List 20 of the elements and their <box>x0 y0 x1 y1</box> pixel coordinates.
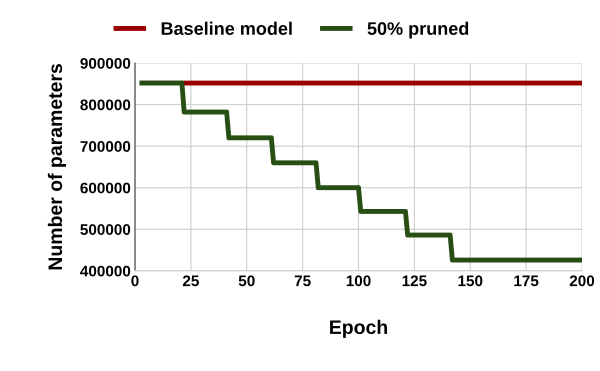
x-tick-label: 125 <box>402 275 427 286</box>
legend-label: 50% pruned <box>368 22 468 39</box>
y-axis-title: Number of parameters <box>48 64 66 270</box>
y-tick-label: 600000 <box>80 182 130 194</box>
line-series <box>137 80 582 262</box>
x-tick-label: 175 <box>514 276 538 286</box>
x-tick-label: 0 <box>131 275 139 286</box>
x-tick-label: 25 <box>182 275 199 286</box>
x-tick-label: 150 <box>458 275 482 286</box>
y-tick-label: 700000 <box>80 141 130 152</box>
y-tick-label: 500000 <box>80 224 130 235</box>
x-axis-title: Epoch <box>330 320 388 338</box>
x-tick-label: 100 <box>346 275 371 286</box>
legend-label: Baseline model <box>162 22 292 35</box>
y-tick-label: 900000 <box>80 58 130 69</box>
y-tick-label: 400000 <box>80 266 130 277</box>
x-tick-label: 200 <box>570 275 594 286</box>
x-tick-label: 75 <box>294 276 311 286</box>
y-tick-label: 800000 <box>80 99 130 110</box>
x-tick-label: 50 <box>238 275 255 286</box>
